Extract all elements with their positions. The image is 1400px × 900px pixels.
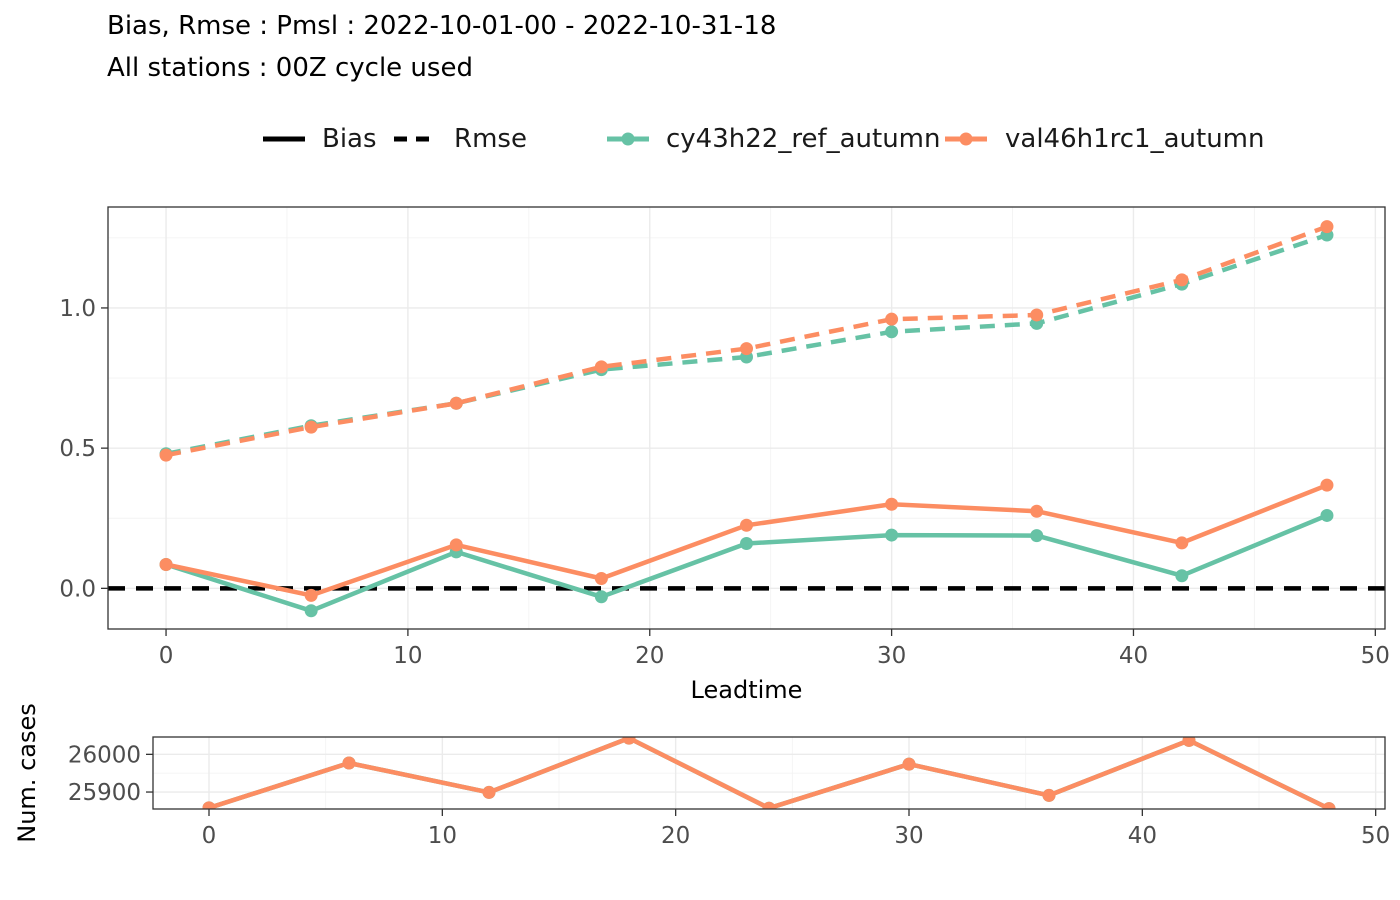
- data-point: [449, 396, 463, 410]
- data-point: [1182, 737, 1196, 747]
- panel-border: [152, 736, 1386, 810]
- data-point: [902, 757, 916, 771]
- data-point: [449, 538, 463, 552]
- data-point: [885, 312, 899, 326]
- data-point: [1322, 802, 1336, 809]
- data-point: [1030, 504, 1044, 518]
- data-point: [885, 497, 899, 511]
- data-point: [594, 590, 608, 604]
- data-point: [1320, 508, 1334, 522]
- legend-label-series-1: cy43h22_ref_autumn: [666, 124, 941, 154]
- data-point: [1320, 478, 1334, 492]
- y-tick-label: 25900: [68, 780, 141, 806]
- data-point: [1175, 569, 1189, 583]
- data-point: [342, 756, 356, 770]
- data-point: [159, 448, 173, 462]
- data-point: [1320, 220, 1334, 234]
- legend: Bias Rmse cy43h22_ref_autumn val46h1rc1_aut…: [263, 124, 1265, 154]
- x-tick-label: 30: [894, 823, 923, 849]
- data-point: [740, 536, 753, 550]
- data-point: [1175, 536, 1189, 550]
- x-tick-label: 40: [1119, 643, 1148, 669]
- legend-label-rmse: Rmse: [454, 124, 527, 154]
- x-tick-label: 20: [661, 823, 690, 849]
- data-point: [159, 558, 173, 572]
- y-tick-label: 0.5: [59, 436, 96, 462]
- data-point: [482, 785, 496, 799]
- y-tick-label: 0.0: [59, 576, 96, 602]
- x-tick-label: 40: [1128, 823, 1157, 849]
- data-point: [304, 588, 318, 602]
- data-point: [304, 420, 318, 434]
- x-tick-label: 0: [159, 643, 174, 669]
- data-point: [885, 325, 899, 339]
- panel-border: [107, 206, 1386, 630]
- data-point: [1030, 308, 1044, 322]
- data-point: [740, 518, 753, 532]
- data-point: [1030, 529, 1044, 543]
- data-point: [594, 572, 608, 586]
- y-tick-label: 26000: [68, 742, 141, 768]
- x-tick-label: 50: [1361, 643, 1390, 669]
- legend-key-point-2: [959, 132, 973, 146]
- x-tick-label: 10: [428, 823, 457, 849]
- x-tick-label: 10: [393, 643, 422, 669]
- data-point: [202, 801, 216, 809]
- num-cases-panel: 0 10 20 30 40 50 25900 26000 Num. cases: [13, 703, 1390, 849]
- y-tick-label: 1.0: [59, 296, 96, 322]
- data-point: [622, 737, 636, 745]
- series-line-rmse-4: [165, 224, 1328, 458]
- data-point: [304, 604, 318, 618]
- data-point: [740, 342, 753, 356]
- data-point: [594, 360, 608, 374]
- y-axis-title: Num. cases: [13, 703, 41, 842]
- x-axis-title: Leadtime: [691, 676, 803, 704]
- chart-title: Bias, Rmse : Pmsl : 2022-10-01-00 - 2022…: [107, 11, 776, 41]
- legend-label-series-2: val46h1rc1_autumn: [1005, 124, 1265, 154]
- legend-key-point-1: [621, 132, 635, 146]
- data-point: [885, 528, 899, 542]
- x-tick-label: 50: [1361, 823, 1390, 849]
- chart-subtitle: All stations : 00Z cycle used: [107, 53, 473, 83]
- x-tick-label: 0: [202, 823, 217, 849]
- x-tick-label: 20: [635, 643, 664, 669]
- data-point: [762, 801, 776, 809]
- legend-label-bias: Bias: [322, 124, 377, 154]
- data-point: [1175, 273, 1189, 287]
- x-tick-label: 30: [877, 643, 906, 669]
- data-point: [1042, 788, 1056, 802]
- main-plot-panel: 0 10 20 30 40 50 0.0 0.5 1.0 Leadtime: [59, 206, 1390, 704]
